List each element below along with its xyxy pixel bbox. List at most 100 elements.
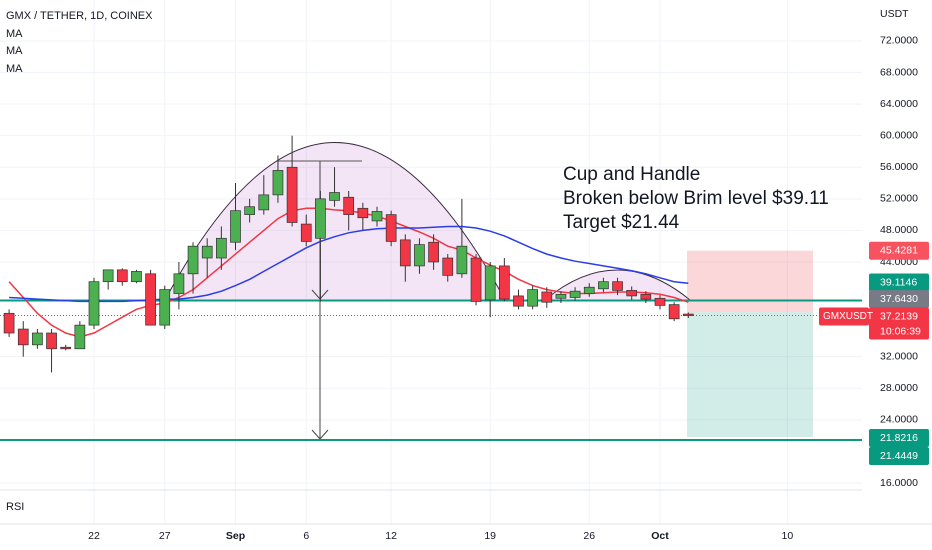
- x-tick-label: 12: [385, 530, 397, 542]
- stop-zone: [687, 250, 813, 313]
- candle-body: [343, 196, 355, 215]
- candle-body: [527, 289, 539, 307]
- x-tick-label: 22: [88, 530, 100, 542]
- annotation: Target $21.44: [563, 212, 680, 233]
- candle-body: [357, 207, 369, 219]
- y-tick-label: 48.0000: [880, 224, 918, 236]
- candle-body: [230, 210, 241, 243]
- candle-body: [541, 291, 553, 303]
- price-badge-label: 21.4449: [880, 450, 918, 462]
- candle-body: [17, 328, 29, 346]
- axis-unit: USDT: [880, 8, 909, 20]
- price-badge: [869, 429, 929, 448]
- y-tick-label: 64.0000: [880, 98, 918, 110]
- x-tick-label: 19: [484, 530, 496, 542]
- candle-body: [484, 265, 496, 301]
- candle-body: [300, 223, 312, 242]
- y-tick-label: 52.0000: [880, 193, 918, 205]
- annotation: Cup and Handle: [563, 164, 700, 185]
- countdown: 10:06:39: [880, 325, 921, 337]
- symbol-label: GMXUSDT: [823, 311, 873, 322]
- legend-item: MA: [6, 28, 23, 40]
- candle-body: [329, 192, 340, 201]
- candle-body: [385, 214, 397, 242]
- price-badge: [869, 307, 929, 340]
- x-tick-label: Sep: [226, 530, 245, 542]
- price-badge: [869, 241, 929, 260]
- candle-body: [131, 271, 142, 283]
- price-badge-label: 37.2139: [880, 310, 918, 322]
- target-zone: [687, 312, 813, 438]
- candle-body: [456, 245, 468, 275]
- candle-body: [428, 241, 439, 263]
- candle-body: [88, 281, 100, 326]
- x-tick-label: Oct: [651, 530, 669, 542]
- x-tick-label: 27: [159, 530, 171, 542]
- candle-body: [244, 206, 255, 215]
- plot: [0, 135, 862, 441]
- annotation: Broken below Brim level $39.11: [563, 188, 829, 209]
- price-badge-label: 45.4281: [880, 244, 918, 256]
- candle-body: [258, 194, 270, 211]
- candle-body: [173, 273, 185, 294]
- y-tick-label: 60.0000: [880, 129, 918, 141]
- candle-body: [116, 269, 128, 283]
- x-tick-label: 26: [583, 530, 595, 542]
- candle-body: [555, 293, 567, 299]
- x-tick-label: 6: [303, 530, 309, 542]
- candle-body: [371, 211, 383, 222]
- price-badge: [869, 446, 929, 465]
- candle-body: [499, 265, 510, 300]
- candle-body: [442, 257, 454, 276]
- price-badge: [869, 290, 929, 309]
- price-badge-label: 39.1146: [880, 276, 917, 288]
- candle-body: [32, 332, 43, 346]
- candle-body: [201, 245, 213, 259]
- candle-body: [399, 239, 411, 267]
- candle-body: [470, 257, 482, 302]
- price-badge-label: 21.8216: [880, 432, 918, 444]
- ma-line: [9, 225, 689, 303]
- y-tick-label: 72.0000: [880, 35, 918, 47]
- y-tick-label: 32.0000: [880, 350, 918, 362]
- candle-body: [46, 332, 57, 350]
- candle-body: [187, 245, 199, 275]
- legend-item: MA: [6, 45, 23, 57]
- candle-body: [612, 281, 623, 291]
- price-badge-label: 37.6430: [880, 293, 918, 305]
- candle-body: [60, 346, 72, 350]
- candle-body: [286, 166, 298, 223]
- pane-label: RSI: [6, 501, 24, 513]
- legend-item: MA: [6, 63, 23, 75]
- candle-body: [640, 293, 652, 300]
- candle-body: [513, 295, 524, 307]
- candle-body: [668, 304, 680, 320]
- y-tick-label: 56.0000: [880, 161, 918, 173]
- candle-body: [102, 269, 114, 283]
- candle-body: [654, 297, 666, 306]
- candle-body: [569, 290, 581, 298]
- chart-title: GMX / TETHER, 1D, COINEX: [6, 10, 153, 22]
- candle-body: [626, 290, 638, 297]
- candle-body: [159, 289, 171, 326]
- grid: [0, 0, 862, 524]
- position-zones: [687, 250, 813, 438]
- y-tick-label: 68.0000: [880, 66, 918, 78]
- candle-body: [3, 312, 15, 334]
- y-tick-label: 16.0000: [880, 477, 918, 489]
- candle-body: [315, 198, 326, 239]
- candle-body: [145, 273, 156, 326]
- y-tick-label: 24.0000: [880, 414, 918, 426]
- candle-body: [682, 313, 694, 316]
- price-badge: [869, 273, 929, 292]
- candle-body: [272, 170, 284, 196]
- candle-body: [216, 237, 227, 259]
- candle-body: [583, 286, 595, 294]
- candle-body: [598, 281, 609, 290]
- price-axis: 72.0000 68.0000 64.0000 60.0000 56.0000 52.00…: [819, 35, 929, 489]
- x-tick-label: 10: [782, 530, 794, 542]
- y-tick-label: 28.0000: [880, 382, 918, 394]
- candle-body: [414, 244, 425, 267]
- candle-body: [74, 324, 86, 350]
